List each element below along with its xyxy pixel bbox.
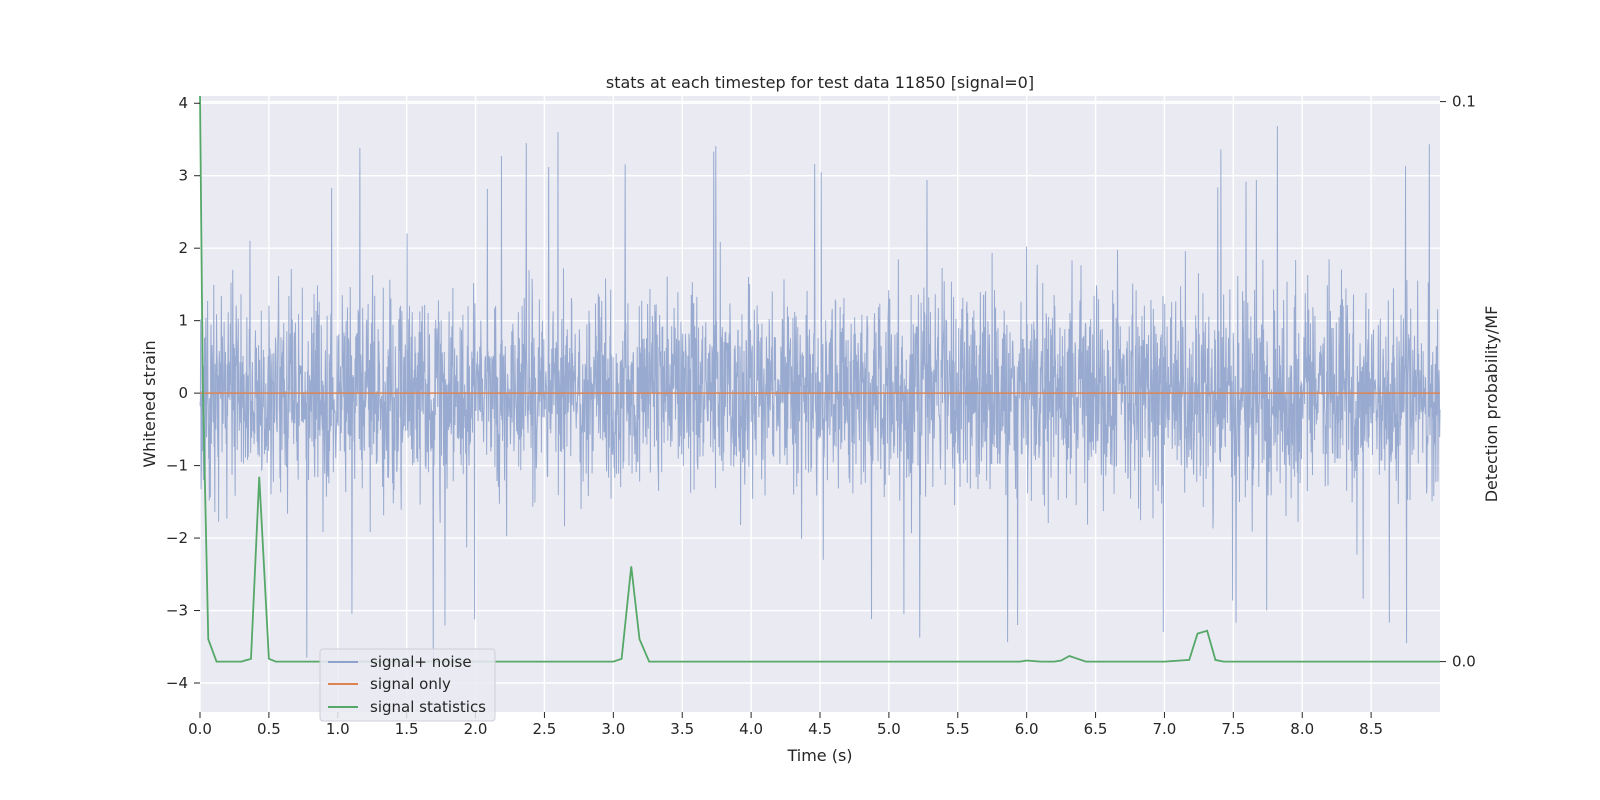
x-tick-label: 0.5 xyxy=(257,720,281,738)
x-tick-label: 8.0 xyxy=(1290,720,1314,738)
x-tick-label: 1.5 xyxy=(395,720,419,738)
x-tick-label: 6.5 xyxy=(1084,720,1108,738)
x-tick-label: 8.5 xyxy=(1359,720,1383,738)
x-tick-label: 5.0 xyxy=(877,720,901,738)
x-tick-label: 3.0 xyxy=(601,720,625,738)
y-tick-label: −3 xyxy=(166,602,188,620)
y-tick-label: −4 xyxy=(166,674,188,692)
y-tick-label: 1 xyxy=(178,312,188,330)
legend-label-signal: signal only xyxy=(370,675,451,693)
ticks: 0.0 0.5 1.0 1.5 2.0 2.5 3.0 3.5 4.0 4.5 5.0 5.5 6.0 6… xyxy=(166,93,1476,738)
x-tick-label: 1.0 xyxy=(326,720,350,738)
y-tick-label: −1 xyxy=(166,457,188,475)
x-tick-label: 2.5 xyxy=(533,720,557,738)
x-tick-label: 4.0 xyxy=(739,720,763,738)
x-tick-label: 4.5 xyxy=(808,720,832,738)
x-tick-label: 7.0 xyxy=(1153,720,1177,738)
x-axis-label: Time (s) xyxy=(786,746,852,765)
legend: signal+ noise signal only signal statist… xyxy=(319,648,496,722)
x-tick-label: 6.0 xyxy=(1015,720,1039,738)
x-tick-label: 0.0 xyxy=(188,720,212,738)
y2-tick-label: 0.1 xyxy=(1452,93,1476,111)
y-tick-label: 4 xyxy=(178,94,188,112)
y-tick-label: 0 xyxy=(178,384,188,402)
series-signal-plus-noise xyxy=(199,126,1441,658)
series-layer xyxy=(199,95,1441,663)
y2-tick-label: 0.0 xyxy=(1452,653,1476,671)
legend-label-noise: signal+ noise xyxy=(370,653,472,671)
y-tick-label: 2 xyxy=(178,239,188,257)
x-tick-label: 5.5 xyxy=(946,720,970,738)
x-tick-label: 7.5 xyxy=(1221,720,1245,738)
y2-axis-label: Detection probability/MF xyxy=(1482,306,1501,503)
x-tick-label: 2.0 xyxy=(464,720,488,738)
chart-title: stats at each timestep for test data 118… xyxy=(606,73,1034,92)
legend-box xyxy=(319,648,496,722)
y-tick-label: −2 xyxy=(166,529,188,547)
x-tick-label: 3.5 xyxy=(670,720,694,738)
y-axis-label: Whitened strain xyxy=(140,340,159,467)
series-signal-statistics xyxy=(199,95,1440,663)
legend-label-stats: signal statistics xyxy=(370,698,486,716)
y-tick-label: 3 xyxy=(178,167,188,185)
